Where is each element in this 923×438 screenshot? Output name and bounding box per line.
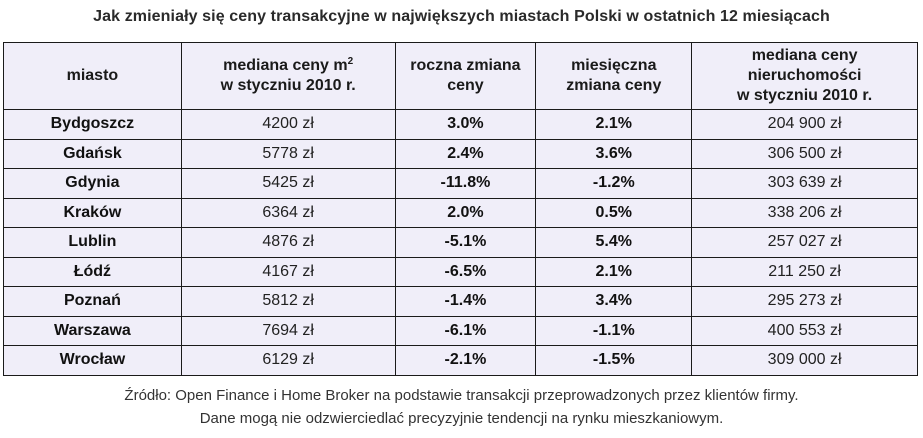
median-property-cell: 309 000 zł bbox=[691, 345, 918, 376]
header-city-label: miasto bbox=[66, 67, 119, 84]
city-cell: Bydgoszcz bbox=[3, 109, 182, 140]
page-title: Jak zmieniały się ceny transakcyjne w na… bbox=[93, 8, 830, 25]
median-m2-cell: 5778 zł bbox=[180, 138, 396, 169]
median-m2-cell: 5812 zł bbox=[180, 286, 396, 317]
price-table: miasto mediana ceny m2 w styczniu 2010 r… bbox=[3, 42, 918, 376]
header-annual-line2: ceny bbox=[447, 77, 484, 94]
table-row: Bydgoszcz 4200 zł 3.0% 2.1% 204 900 zł bbox=[3, 109, 918, 140]
median-m2-cell: 4200 zł bbox=[180, 109, 396, 140]
annual-change-cell: -6.5% bbox=[394, 256, 537, 287]
monthly-change-cell: 2.1% bbox=[535, 256, 693, 287]
header-monthly-line1: miesięczna bbox=[571, 57, 657, 74]
median-property-cell: 295 273 zł bbox=[691, 286, 918, 317]
city-cell: Poznań bbox=[3, 286, 182, 317]
median-property-cell: 400 553 zł bbox=[691, 315, 918, 346]
header-city: miasto bbox=[3, 42, 182, 110]
monthly-change-cell: -1.2% bbox=[535, 168, 693, 199]
median-property-cell: 306 500 zł bbox=[691, 138, 918, 169]
median-m2-cell: 6364 zł bbox=[180, 197, 396, 228]
city-cell: Kraków bbox=[3, 197, 182, 228]
annual-change-cell: 2.4% bbox=[394, 138, 537, 169]
city-cell: Wrocław bbox=[3, 345, 182, 376]
header-median-m2-sup: 2 bbox=[347, 56, 354, 67]
table-row: Wrocław 6129 zł -2.1% -1.5% 309 000 zł bbox=[3, 345, 918, 376]
header-median-property: mediana ceny nieruchomości w styczniu 20… bbox=[691, 42, 918, 110]
city-cell: Łódź bbox=[3, 256, 182, 287]
table-row: Gdańsk 5778 zł 2.4% 3.6% 306 500 zł bbox=[3, 138, 918, 169]
header-monthly-change: miesięczna zmiana ceny bbox=[535, 42, 693, 110]
monthly-change-cell: 5.4% bbox=[535, 227, 693, 258]
header-annual-line1: roczna zmiana bbox=[410, 57, 521, 74]
median-property-cell: 303 639 zł bbox=[691, 168, 918, 199]
median-m2-cell: 5425 zł bbox=[180, 168, 396, 199]
monthly-change-cell: -1.5% bbox=[535, 345, 693, 376]
header-row: miasto mediana ceny m2 w styczniu 2010 r… bbox=[3, 42, 918, 110]
city-cell: Gdynia bbox=[3, 168, 182, 199]
city-cell: Lublin bbox=[3, 227, 182, 258]
table-row: Gdynia 5425 zł -11.8% -1.2% 303 639 zł bbox=[3, 168, 918, 199]
annual-change-cell: -1.4% bbox=[394, 286, 537, 317]
monthly-change-cell: -1.1% bbox=[535, 315, 693, 346]
median-m2-cell: 7694 zł bbox=[180, 315, 396, 346]
table-row: Warszawa 7694 zł -6.1% -1.1% 400 553 zł bbox=[3, 315, 918, 346]
annual-change-cell: 2.0% bbox=[394, 197, 537, 228]
median-property-cell: 204 900 zł bbox=[691, 109, 918, 140]
table-row: Kraków 6364 zł 2.0% 0.5% 338 206 zł bbox=[3, 197, 918, 228]
median-property-cell: 257 027 zł bbox=[691, 227, 918, 258]
median-m2-cell: 4876 zł bbox=[180, 227, 396, 258]
city-cell: Gdańsk bbox=[3, 138, 182, 169]
header-property-line3: w styczniu 2010 r. bbox=[737, 87, 873, 104]
header-median-m2: mediana ceny m2 w styczniu 2010 r. bbox=[180, 42, 396, 110]
city-cell: Warszawa bbox=[3, 315, 182, 346]
monthly-change-cell: 0.5% bbox=[535, 197, 693, 228]
source-note: Źródło: Open Finance i Home Broker na po… bbox=[124, 387, 799, 404]
header-property-line2: nieruchomości bbox=[747, 67, 862, 84]
table-row: Poznań 5812 zł -1.4% 3.4% 295 273 zł bbox=[3, 286, 918, 317]
median-m2-cell: 4167 zł bbox=[180, 256, 396, 287]
table-row: Łódź 4167 zł -6.5% 2.1% 211 250 zł bbox=[3, 256, 918, 287]
header-annual-change: roczna zmiana ceny bbox=[394, 42, 537, 110]
monthly-change-cell: 3.4% bbox=[535, 286, 693, 317]
annual-change-cell: -5.1% bbox=[394, 227, 537, 258]
disclaimer-note: Dane mogą nie odzwierciedlać precyzyjnie… bbox=[199, 410, 724, 427]
header-property-line1: mediana ceny bbox=[751, 47, 858, 64]
annual-change-cell: -2.1% bbox=[394, 345, 537, 376]
monthly-change-cell: 3.6% bbox=[535, 138, 693, 169]
annual-change-cell: 3.0% bbox=[394, 109, 537, 140]
header-median-m2-line1: mediana ceny m bbox=[223, 57, 348, 74]
median-property-cell: 211 250 zł bbox=[691, 256, 918, 287]
annual-change-cell: -11.8% bbox=[394, 168, 537, 199]
header-median-m2-line2: w styczniu 2010 r. bbox=[220, 77, 356, 94]
table-row: Lublin 4876 zł -5.1% 5.4% 257 027 zł bbox=[3, 227, 918, 258]
median-property-cell: 338 206 zł bbox=[691, 197, 918, 228]
monthly-change-cell: 2.1% bbox=[535, 109, 693, 140]
header-monthly-line2: zmiana ceny bbox=[566, 77, 662, 94]
annual-change-cell: -6.1% bbox=[394, 315, 537, 346]
median-m2-cell: 6129 zł bbox=[180, 345, 396, 376]
